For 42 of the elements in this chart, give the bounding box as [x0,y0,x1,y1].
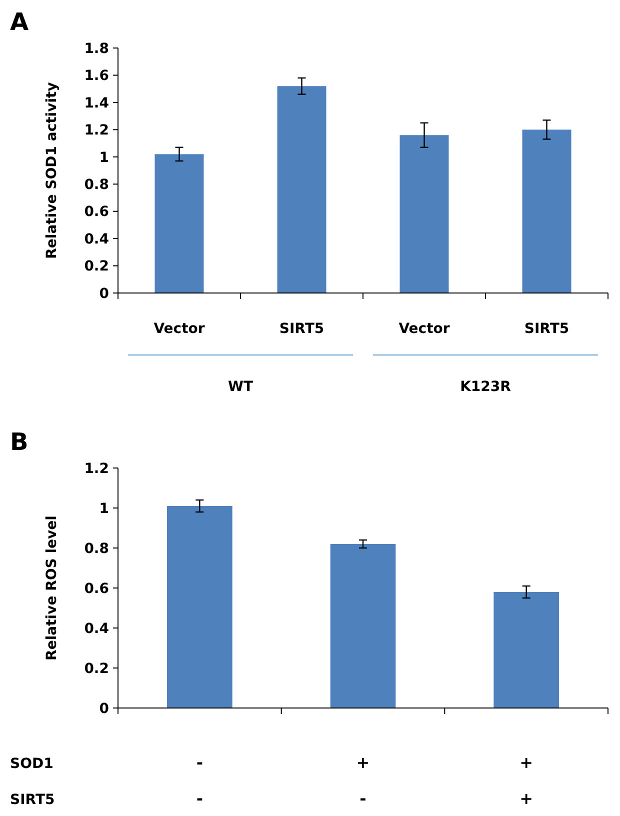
bar [154,154,204,293]
y-tick-label: 0.4 [84,231,110,248]
y-tick-label: 0.8 [84,540,109,557]
y-tick-label: 0 [99,286,110,302]
y-tick-label: 0.6 [84,204,109,220]
text: SOD1 [10,756,54,772]
y-tick-label: 1.2 [84,122,109,139]
x-tick-label: SIRT5 [524,321,570,337]
text: - [360,789,366,808]
x-tick-label: Vector [398,321,450,337]
y-tick-label: 0.2 [84,258,109,275]
y-tick-label: 1.2 [84,460,109,477]
y-tick-label: 1 [99,150,109,166]
text: K123R [460,379,512,395]
chart-title: A [10,8,29,36]
bar [277,86,326,293]
chart-title: B [10,428,28,456]
bar [522,130,572,293]
y-axis-title: Relative ROS level [44,516,60,660]
text: + [520,789,534,808]
x-tick-label: - [196,753,203,772]
text: WT [228,379,254,395]
y-tick-label: 0 [99,700,110,717]
y-tick-label: 1.6 [84,68,109,84]
x-tick-label: Vector [154,321,205,337]
bar [330,544,396,708]
bar [494,592,559,708]
y-tick-label: 1.8 [84,40,109,57]
y-tick-label: 1 [99,500,109,517]
text: SIRT5 [10,792,55,808]
x-tick-label: + [520,753,534,772]
x-tick-label: + [356,753,370,772]
y-tick-label: 0.8 [84,177,109,194]
y-tick-label: 0.4 [84,620,110,637]
text: - [196,789,203,808]
y-tick-label: 1.4 [84,95,110,112]
y-axis-title: Relative SOD1 activity [44,82,60,259]
y-tick-label: 0.6 [84,580,109,597]
bar [167,506,232,708]
y-tick-label: 0.2 [84,660,109,677]
bar [400,135,449,293]
x-tick-label: SIRT5 [279,321,324,337]
